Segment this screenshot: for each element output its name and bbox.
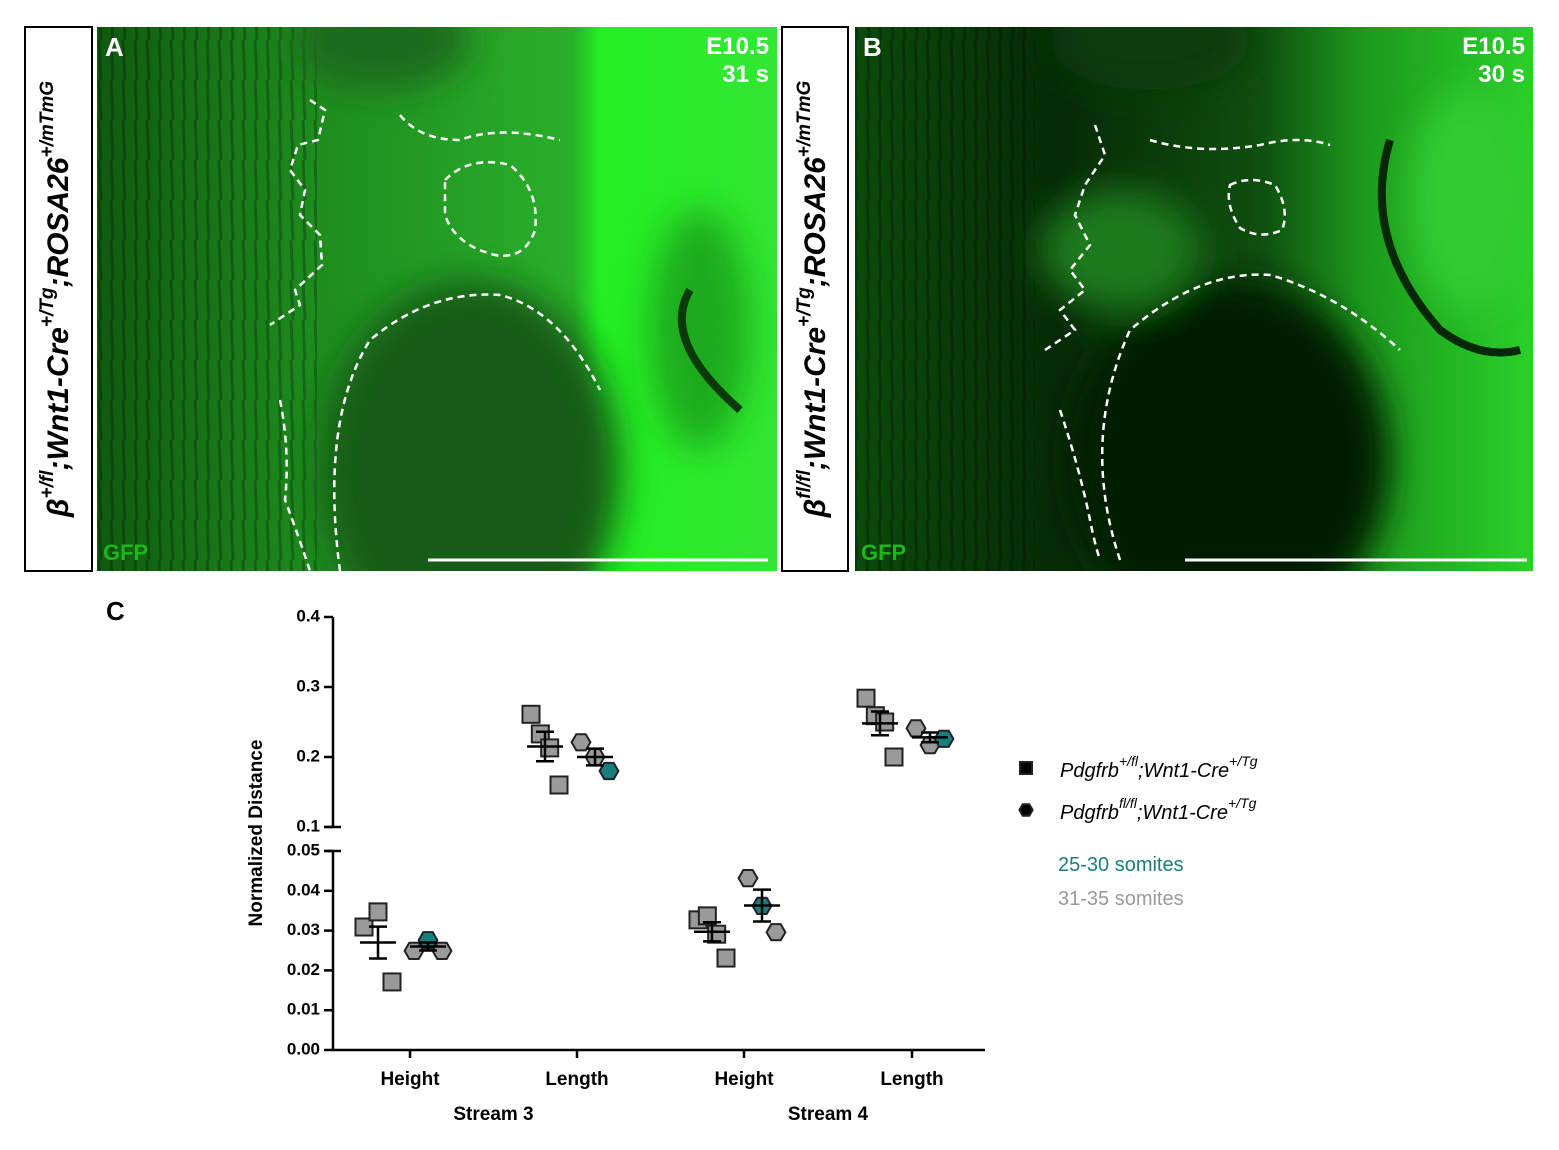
superscript: +/mTmG <box>794 80 815 157</box>
data-point <box>884 747 904 767</box>
data-point <box>933 729 955 748</box>
text-part: β <box>799 499 832 519</box>
superscript: fl/fl <box>1119 795 1138 811</box>
y-tick-label: 0.03 <box>287 920 320 939</box>
x-tick-label: Length <box>880 1069 943 1090</box>
data-point <box>598 761 620 781</box>
text-part: ;Wnt1-Cre <box>1137 802 1228 824</box>
stage-legend: 25-30 somites <box>1058 854 1184 876</box>
panel-letter: C <box>106 596 125 626</box>
somite-label: 31 s <box>722 61 769 88</box>
group-label: Stream 3 <box>453 1104 533 1125</box>
data-point <box>875 712 895 732</box>
stage-label: E10.5 <box>706 33 769 60</box>
text-part: β <box>42 498 75 518</box>
superscript: fl/fl <box>794 469 815 498</box>
x-tick-label: Height <box>380 1069 440 1090</box>
text-part: ;Wnt1-Cre <box>42 327 75 470</box>
superscript: +/fl <box>37 470 58 499</box>
text-part: ;Wnt1-Cre <box>1138 760 1229 782</box>
y-tick-label: 0.3 <box>296 676 320 695</box>
text-part: ;ROSA26 <box>799 157 832 287</box>
group-label: Stream 4 <box>788 1104 869 1125</box>
y-tick-label: 0.4 <box>296 606 320 625</box>
panel-letter: B <box>863 32 882 62</box>
y-tick-label: 0.05 <box>287 840 320 859</box>
label-box <box>781 26 849 572</box>
data-point <box>382 972 402 992</box>
chart: C Normalized Distance 0.00 0.01 0.02 0.03 0.04… <box>106 596 1258 1125</box>
somite-label: 30 s <box>1478 61 1525 88</box>
y-tick-label: 0.00 <box>287 1039 320 1058</box>
genotype-label: βfl/fl​;Wnt1-Cre+/Tg​;ROSA26+/mTmG​ <box>794 80 832 518</box>
text-part: Pdgfrb <box>1060 760 1119 782</box>
genotype-label: β+/fl​;Wnt1-Cre+/Tg​;ROSA26+/mTmG​ <box>37 81 75 518</box>
text-part: Pdgfrb <box>1060 802 1119 824</box>
legend-marker <box>1018 803 1034 817</box>
legend-label: Pdgfrb+/fl​;Wnt1-Cre+/Tg​ <box>1060 753 1258 782</box>
data-point <box>540 738 560 758</box>
data-point <box>570 733 592 752</box>
legend-marker <box>1019 761 1033 775</box>
data-point <box>417 931 439 950</box>
y-axis-title: Normalized Distance <box>246 740 267 927</box>
text-part: ;Wnt1-Cre <box>799 327 832 470</box>
legend-label: Pdgfrbfl/fl​;Wnt1-Cre+/Tg​ <box>1060 795 1257 824</box>
stain-label: GFP <box>861 540 906 565</box>
x-tick-label: Length <box>545 1069 608 1090</box>
stage-legend: 31-35 somites <box>1058 888 1184 910</box>
x-tick-label: Height <box>714 1069 774 1090</box>
data-point <box>737 869 759 888</box>
superscript: +/Tg <box>1229 753 1258 769</box>
data-point <box>905 719 927 738</box>
text-part: ;ROSA26 <box>42 157 75 287</box>
y-tick-label: 0.01 <box>287 1000 320 1019</box>
stage-label: E10.5 <box>1462 33 1525 60</box>
superscript: +/mTmG <box>37 81 58 158</box>
micrograph <box>855 27 1533 571</box>
superscript: +/fl <box>1119 753 1139 769</box>
y-tick-label: 0.2 <box>296 746 320 765</box>
superscript: +/Tg <box>794 287 815 327</box>
data-point <box>549 775 569 795</box>
superscript: +/Tg <box>1228 795 1257 811</box>
data-point <box>856 688 876 708</box>
micrograph <box>97 27 777 571</box>
data-point <box>765 923 787 942</box>
stain-label: GFP <box>103 540 148 565</box>
panel-letter: A <box>105 32 124 62</box>
y-tick-label: 0.04 <box>287 880 321 899</box>
y-tick-label: 0.02 <box>287 960 320 979</box>
y-tick-label: 0.1 <box>296 816 320 835</box>
data-point <box>521 704 541 724</box>
label-box <box>24 26 93 572</box>
data-point <box>697 906 717 926</box>
data-point <box>368 902 388 922</box>
data-point <box>716 948 736 968</box>
superscript: +/Tg <box>37 287 58 327</box>
